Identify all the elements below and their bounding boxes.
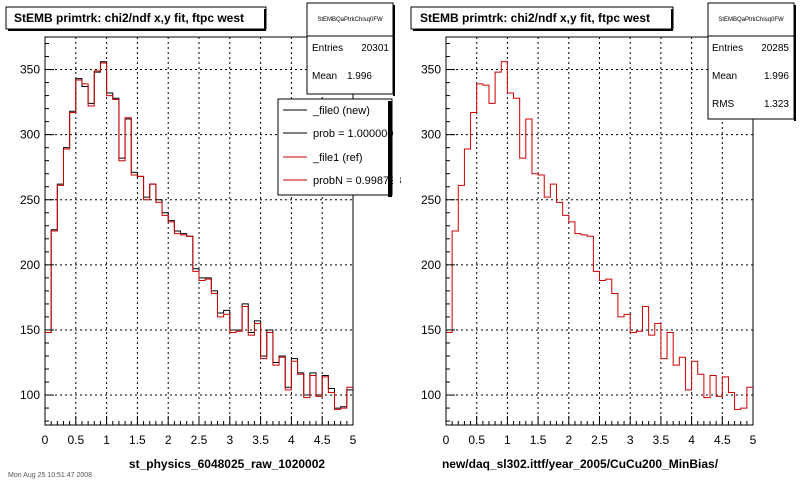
left-stats-entries-value: 20301 [361,43,389,54]
left-y-tick-label: 300 [20,128,40,142]
left-y-tick-label: 150 [20,323,40,337]
left-plot-title: StEMB primtrk: chi2/ndf x,y fit, ftpc we… [14,11,244,25]
right-x-tick-label: 3.5 [653,433,670,447]
right-y-tick-label: 300 [421,128,441,142]
legend-label-prob: prob = 1.000000 [313,128,393,140]
left-x-tick-label: 3 [226,433,233,447]
left-stats-entries-label: Entries [312,43,343,54]
right-stats-box: StEMBQaPtrkChisq0FW Entries 20285 Mean 1… [707,2,796,121]
right-x-tick-label: 4 [688,433,695,447]
right-x-tick-label: 0 [443,433,450,447]
right-plot-frame [445,36,754,426]
left-stats-mean-value: 1.996 [347,71,372,82]
left-x-tick-label: 0 [42,433,49,447]
right-stats-rms-label: RMS [712,99,735,110]
right-axis-ticks: 0 0.5 1 1.5 2 2.5 3 3.5 4 4.5 5 100 150 200 250 300 350 [421,43,757,447]
right-stats-name: StEMBQaPtrkChisq0FW [718,17,784,23]
right-stats-entries-label: Entries [712,43,743,54]
right-x-tick-label: 2.5 [591,433,608,447]
legend-label-ref: _file1 (ref) [312,152,363,164]
left-stats-mean-label: Mean [312,71,337,82]
right-x-tick-label: 3 [627,433,634,447]
right-x-tick-label: 5 [750,433,757,447]
right-y-tick-label: 100 [421,388,441,402]
right-histogram-panel: 0 0.5 1 1.5 2 2.5 3 3.5 4 4.5 5100150200250300350 … [410,2,796,471]
left-x-tick-label: 5 [350,433,357,447]
right-x-tick-label: 1.5 [530,433,547,447]
left-x-tick-label: 0.5 [67,433,84,447]
right-stats-rms-value: 1.323 [764,99,789,110]
left-y-tick-label: 200 [20,258,40,272]
right-x-tick-label: 4.5 [714,433,731,447]
right-grid [446,37,753,425]
left-x-tick-label: 4.5 [314,433,331,447]
left-x-tick-label: 2 [165,433,172,447]
left-histogram-series-b [45,62,353,410]
legend-label-probn: probN = 0.998728 [313,175,401,187]
right-stats-mean-value: 1.996 [764,71,789,82]
left-x-tick-label: 1 [103,433,110,447]
left-histograms [45,61,353,410]
right-histograms [446,61,753,410]
right-y-tick-label: 200 [421,258,441,272]
right-x-tick-label: 2 [565,433,572,447]
right-x-axis-label: new/daq_sl302.ittf/year_2005/CuCu200_Min… [442,457,719,471]
left-x-tick-label: 1.5 [129,433,146,447]
right-y-tick-label: 350 [421,63,441,77]
left-histogram-series-a [45,61,353,409]
left-plot-frame [44,36,354,426]
legend-label-new: _file0 (new) [312,105,370,117]
left-x-axis-label: st_physics_6048025_raw_1020002 [129,457,325,471]
right-x-tick-label: 0.5 [468,433,485,447]
left-y-tick-label: 350 [20,63,40,77]
left-x-tick-label: 3.5 [252,433,269,447]
timestamp-footer: Mon Aug 25 10:51:47 2008 [8,472,92,479]
right-y-tick-label: 150 [421,323,441,337]
left-legend-box: _file0 (new) prob = 1.000000 _file1 (ref… [277,98,401,197]
left-y-tick-label: 250 [20,193,40,207]
left-axis-ticks: 0 0.5 1 1.5 2 2.5 3 3.5 4 4.5 5 100 150 200 250 300 350 [20,43,357,447]
left-x-tick-label: 2.5 [191,433,208,447]
left-stats-name: StEMBQaPtrkChisq0FW [317,17,383,23]
left-histogram-panel: 0 0.5 1 1.5 2 2.5 3 3.5 4 4.5 5100150200250300350 … [5,2,401,471]
right-y-tick-label: 250 [421,193,441,207]
left-stats-box: StEMBQaPtrkChisq0FW Entries 20301 Mean 1… [306,2,395,96]
right-plot-title: StEMB primtrk: chi2/ndf x,y fit, ftpc we… [420,11,650,25]
right-stats-entries-value: 20285 [761,43,789,54]
left-y-tick-label: 100 [20,388,40,402]
left-x-tick-label: 4 [288,433,295,447]
right-stats-mean-label: Mean [712,71,737,82]
right-x-tick-label: 1 [504,433,511,447]
right-histogram-series-a [446,61,753,410]
